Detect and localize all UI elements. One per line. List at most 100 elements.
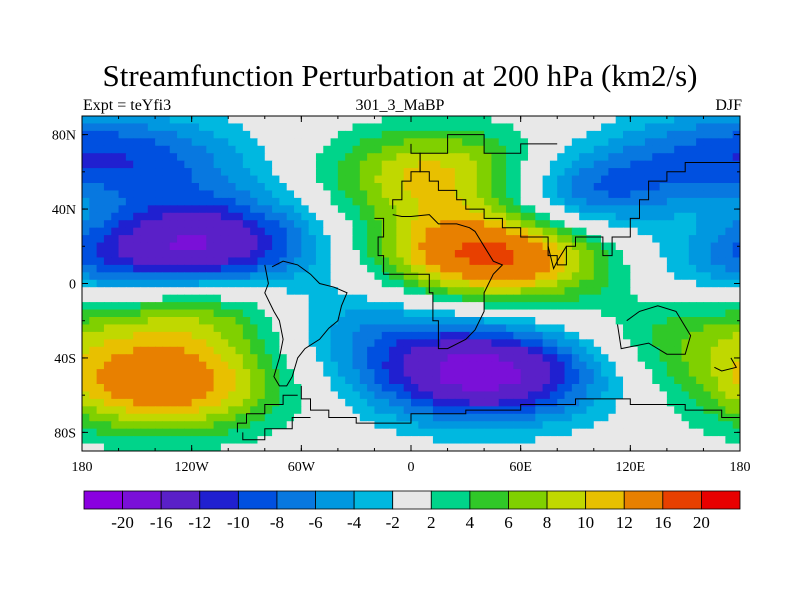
field-cell (308, 369, 317, 378)
field-cell (184, 339, 193, 348)
field-cell (535, 309, 544, 318)
field-cell (308, 205, 317, 214)
field-cell (381, 160, 390, 169)
field-cell (177, 413, 185, 422)
field-cell (133, 183, 142, 192)
field-cell (674, 287, 683, 296)
field-cell (484, 227, 493, 236)
field-cell (264, 331, 273, 340)
field-cell (169, 354, 178, 363)
field-cell (425, 205, 434, 214)
field-cell (337, 264, 346, 273)
field-cell (411, 406, 419, 415)
field-cell (111, 421, 120, 430)
field-cell (652, 220, 661, 229)
field-cell (140, 279, 149, 288)
field-cell (155, 264, 164, 273)
field-cell (520, 398, 529, 407)
field-cell (367, 406, 376, 415)
field-cell (725, 205, 734, 214)
field-cell (725, 369, 734, 378)
field-cell (315, 309, 324, 318)
field-cell (542, 116, 551, 125)
field-cell (732, 436, 740, 445)
field-cell (520, 421, 529, 430)
field-cell (162, 406, 171, 415)
field-cell (118, 443, 127, 451)
field-cell (630, 250, 639, 259)
field-cell (513, 235, 522, 244)
field-cell (352, 369, 361, 378)
field-cell (637, 331, 646, 340)
field-cell (674, 369, 683, 378)
field-cell (688, 428, 697, 437)
field-cell (527, 302, 536, 311)
field-cell (425, 413, 434, 422)
field-cell (111, 138, 120, 147)
field-cell (125, 235, 134, 244)
field-cell (549, 250, 558, 259)
field-cell (367, 168, 376, 177)
field-cell (491, 413, 500, 422)
field-cell (411, 384, 419, 393)
field-cell (454, 279, 463, 288)
field-cell (235, 406, 244, 415)
field-cell (425, 190, 434, 199)
field-cell (601, 294, 609, 303)
field-cell (169, 145, 178, 154)
field-cell (381, 317, 390, 326)
field-cell (352, 175, 361, 184)
field-cell (396, 346, 405, 355)
field-cell (198, 413, 207, 422)
field-cell (177, 309, 185, 318)
field-cell (103, 406, 112, 415)
field-cell (82, 346, 90, 355)
field-cell (630, 331, 639, 340)
field-cell (710, 398, 719, 407)
field-cell (440, 257, 449, 266)
field-cell (630, 413, 639, 422)
field-cell (111, 264, 120, 273)
field-cell (264, 384, 273, 393)
field-cell (681, 250, 690, 259)
field-cell (169, 190, 178, 199)
field-cell (418, 354, 427, 363)
field-cell (688, 242, 697, 251)
field-cell (147, 361, 156, 370)
field-cell (608, 212, 617, 221)
field-cell (374, 160, 383, 169)
field-cell (345, 190, 354, 199)
field-cell (732, 190, 740, 199)
field-cell (125, 168, 134, 177)
field-cell (469, 272, 478, 281)
field-cell (623, 168, 631, 177)
field-cell (432, 160, 441, 169)
field-cell (140, 242, 149, 251)
field-cell (411, 413, 419, 422)
field-cell (345, 250, 354, 259)
field-cell (367, 436, 376, 445)
field-cell (133, 421, 142, 430)
field-cell (213, 272, 222, 281)
field-cell (177, 391, 185, 400)
field-cell (235, 324, 244, 333)
field-cell (718, 317, 726, 326)
field-cell (286, 428, 295, 437)
field-cell (272, 317, 280, 326)
field-cell (118, 339, 127, 348)
field-cell (674, 391, 683, 400)
field-cell (571, 406, 580, 415)
field-cell (440, 346, 449, 355)
field-cell (535, 205, 544, 214)
field-cell (564, 324, 573, 333)
field-cell (432, 138, 441, 147)
field-cell (228, 436, 237, 445)
field-cell (389, 138, 397, 147)
field-cell (301, 384, 310, 393)
field-cell (688, 391, 697, 400)
field-cell (198, 190, 207, 199)
field-cell (674, 264, 683, 273)
field-cell (652, 257, 661, 266)
field-cell (593, 205, 602, 214)
field-cell (732, 242, 740, 251)
